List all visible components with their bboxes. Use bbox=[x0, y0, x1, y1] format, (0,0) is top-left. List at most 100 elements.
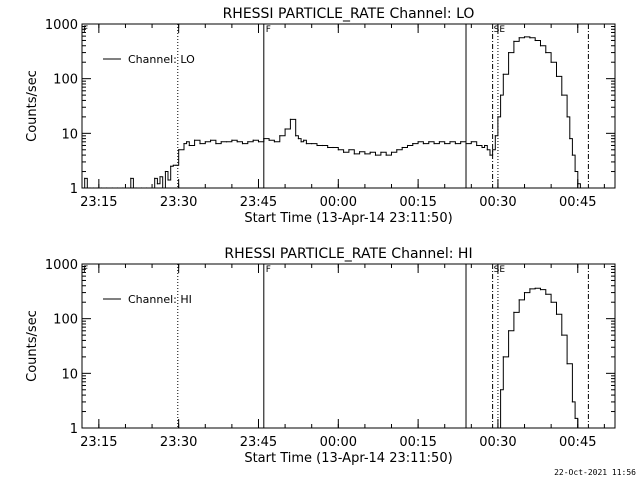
data-point bbox=[89, 187, 91, 188]
data-point bbox=[327, 146, 329, 149]
y-tick-label: 10 bbox=[61, 127, 78, 142]
chart-panel-2: RHESSI PARTICLE_RATE Channel: HI 1 10 100 10… bbox=[25, 246, 616, 466]
chart-title: RHESSI PARTICLE_RATE Channel: HI bbox=[224, 246, 472, 262]
data-point bbox=[172, 164, 174, 166]
data-point bbox=[297, 138, 299, 140]
data-point bbox=[574, 170, 576, 173]
data-point bbox=[513, 40, 515, 43]
data-point bbox=[151, 187, 153, 188]
data-point bbox=[577, 183, 579, 185]
y-axis-label: Counts/sec bbox=[25, 310, 40, 382]
data-point bbox=[178, 149, 180, 151]
data-point bbox=[273, 141, 275, 143]
data-point bbox=[385, 154, 387, 156]
data-point bbox=[92, 187, 95, 188]
x-tick-label: 00:30 bbox=[479, 195, 516, 210]
data-point bbox=[279, 135, 281, 137]
data-point bbox=[412, 143, 414, 145]
plot-frame bbox=[81, 263, 616, 429]
y-tick-label: 100 bbox=[53, 73, 78, 88]
data-point bbox=[284, 128, 286, 130]
data-point bbox=[444, 143, 446, 145]
data-point bbox=[555, 313, 558, 315]
data-point bbox=[422, 143, 424, 145]
chart-title: RHESSI PARTICLE_RATE Channel: LO bbox=[223, 6, 475, 22]
data-point bbox=[111, 187, 113, 188]
data-point bbox=[226, 141, 228, 143]
legend-label: Channel: HI bbox=[128, 293, 192, 306]
data-point bbox=[364, 153, 366, 155]
x-tick-label: 00:00 bbox=[320, 435, 357, 450]
data-point bbox=[529, 37, 531, 39]
data-point bbox=[380, 151, 382, 153]
data-point bbox=[156, 183, 158, 185]
data-point bbox=[465, 143, 467, 145]
data-point bbox=[241, 143, 244, 145]
x-tick-label: 00:15 bbox=[399, 435, 436, 450]
data-point bbox=[194, 139, 196, 141]
data-point bbox=[561, 334, 563, 336]
data-point bbox=[289, 118, 291, 120]
data-point bbox=[257, 141, 260, 143]
data-point bbox=[210, 139, 212, 141]
data-point bbox=[566, 116, 568, 118]
data-point bbox=[146, 187, 148, 188]
data-point bbox=[186, 141, 188, 143]
data-point bbox=[550, 61, 552, 63]
data-point bbox=[220, 141, 222, 143]
data-point bbox=[449, 141, 451, 143]
data-point bbox=[508, 330, 510, 332]
data-point bbox=[518, 299, 520, 301]
y-tick-label: 1 bbox=[70, 422, 78, 437]
data-point bbox=[295, 135, 297, 137]
data-point bbox=[484, 144, 486, 147]
x-axis-label: Start Time (13-Apr-14 23:11:50) bbox=[244, 211, 452, 226]
data-point bbox=[502, 73, 504, 75]
y-tick-label: 1000 bbox=[45, 18, 78, 33]
y-tick-label: 1000 bbox=[45, 258, 78, 273]
flag-label: F bbox=[266, 265, 271, 275]
data-point bbox=[500, 94, 502, 96]
data-point bbox=[497, 427, 499, 428]
data-point bbox=[545, 293, 547, 295]
data-point bbox=[303, 139, 305, 141]
data-point bbox=[438, 141, 440, 143]
series-line-1 bbox=[497, 287, 579, 428]
legend-label: Channel: LO bbox=[128, 53, 195, 66]
data-point bbox=[175, 164, 177, 166]
data-point bbox=[300, 141, 302, 143]
data-point bbox=[566, 363, 568, 365]
y-tick-label: 10 bbox=[61, 367, 78, 382]
data-point bbox=[497, 116, 499, 118]
data-point bbox=[494, 135, 496, 137]
data-point bbox=[231, 139, 233, 141]
data-point bbox=[84, 177, 86, 179]
data-point bbox=[417, 141, 419, 143]
x-tick-label: 23:30 bbox=[160, 435, 197, 450]
data-point bbox=[489, 154, 491, 156]
data-point bbox=[159, 176, 161, 178]
data-point bbox=[305, 143, 307, 145]
data-point bbox=[204, 141, 206, 143]
data-point bbox=[569, 138, 571, 140]
data-point bbox=[252, 139, 254, 141]
data-point bbox=[561, 94, 563, 96]
data-point bbox=[130, 177, 132, 179]
data-point bbox=[199, 143, 201, 145]
data-point bbox=[486, 149, 488, 151]
data-point bbox=[555, 75, 558, 77]
data-point bbox=[100, 187, 103, 188]
data-point bbox=[311, 143, 313, 145]
data-point bbox=[545, 52, 547, 54]
x-tick-label: 23:15 bbox=[80, 195, 117, 210]
data-point bbox=[183, 143, 185, 145]
data-point bbox=[374, 154, 377, 156]
data-point bbox=[162, 187, 164, 188]
data-point bbox=[406, 144, 409, 147]
data-point bbox=[523, 292, 526, 294]
data-point bbox=[500, 389, 502, 391]
data-point bbox=[337, 149, 339, 151]
data-point bbox=[82, 187, 83, 188]
